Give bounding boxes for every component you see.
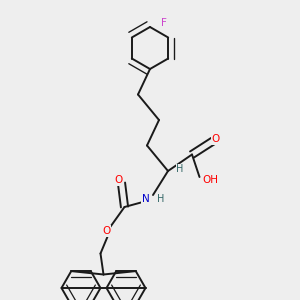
Text: O: O: [212, 134, 220, 145]
Text: O: O: [102, 226, 111, 236]
Text: OH: OH: [202, 175, 218, 185]
Text: H: H: [176, 164, 184, 175]
Text: N: N: [142, 194, 149, 205]
Text: O: O: [114, 175, 123, 185]
Text: F: F: [160, 17, 166, 28]
Text: H: H: [157, 194, 164, 205]
